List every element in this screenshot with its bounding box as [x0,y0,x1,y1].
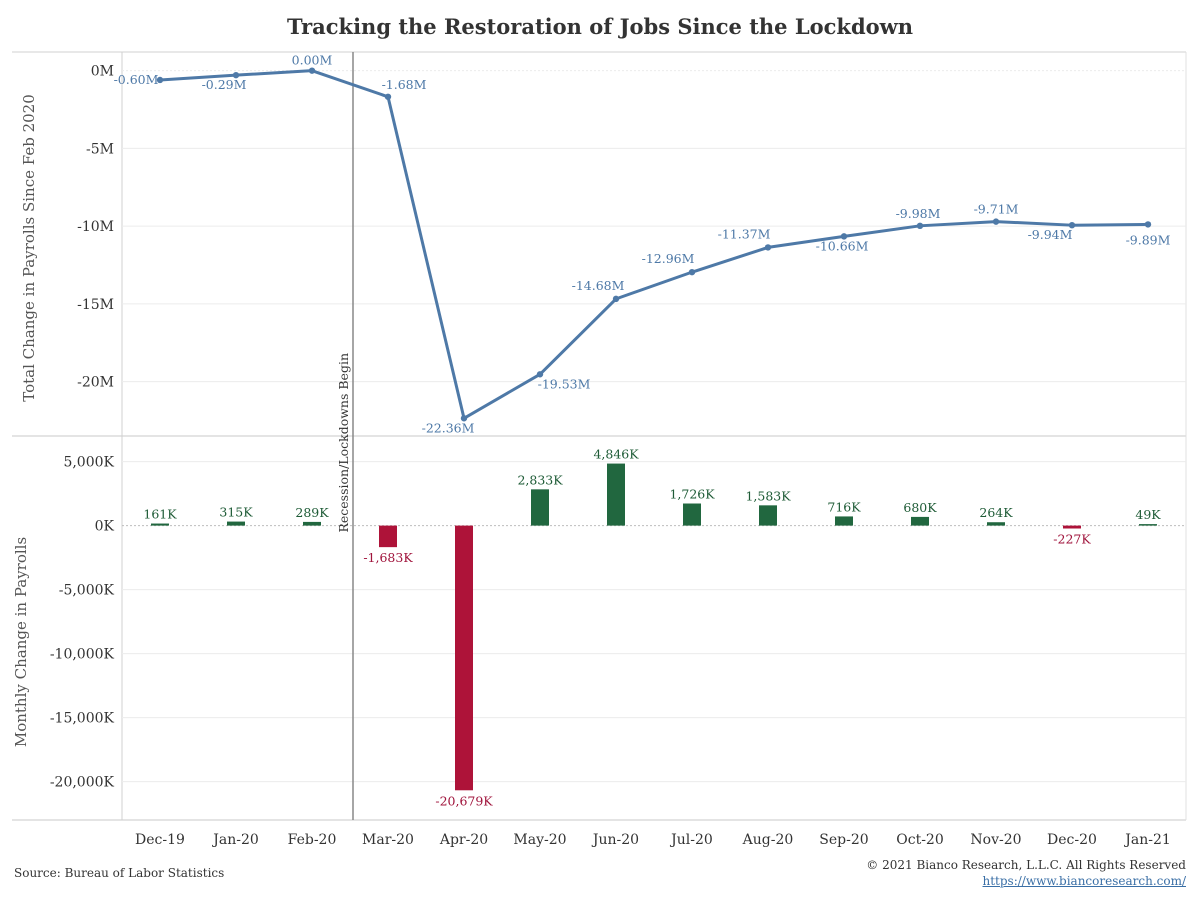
line-data-label: -1.68M [382,77,427,92]
line-point [1144,221,1152,228]
x-tick-label: Aug-20 [742,832,794,848]
bar [455,525,473,791]
bar-data-label: 4,846K [593,447,639,462]
bar [835,516,853,526]
top-y-tick-label: -5M [86,141,114,157]
x-tick-label: May-20 [513,832,566,848]
top-y-tick-label: -10M [77,219,114,235]
line-point [992,218,1000,225]
gridlines [122,70,1186,783]
recession-annotation: Recession/Lockdowns Begin [336,52,354,820]
bottom-y-axis-title: Monthly Change in Payrolls [12,537,30,747]
copyright-note: © 2021 Bianco Research, L.L.C. All Right… [866,858,1186,872]
line-data-label: -19.53M [538,376,591,391]
top-y-axis-title: Total Change in Payrolls Since Feb 2020 [20,94,38,402]
payrolls-line [159,69,1149,420]
line-point [308,67,316,74]
x-tick-label: Jan-20 [211,832,259,848]
bar [531,489,549,526]
line-data-label: 0.00M [292,53,333,68]
line-data-label: -14.68M [572,278,625,293]
bottom-y-tick-label: 0K [95,519,115,535]
line-point [916,222,924,230]
line-point [536,371,544,378]
line-point [688,268,696,276]
bar-series [151,463,1157,791]
bar [303,521,321,526]
bar [607,463,625,526]
bar [1139,524,1157,526]
bar [759,505,777,526]
bar-data-label: 680K [903,500,937,515]
line-point [612,295,620,303]
line-data-label: -9.71M [974,202,1019,217]
bar-data-label: 264K [979,505,1013,520]
x-tick-label: Jan-21 [1123,832,1171,848]
line-data-label: -9.98M [896,206,941,221]
x-tick-label: Jul-20 [669,832,713,848]
bar-data-label: -1,683K [363,550,413,565]
bar-data-label: -227K [1053,532,1091,547]
line-point [764,244,772,251]
bottom-y-tick-label: 5,000K [63,455,114,471]
top-y-tick-label: -15M [77,297,114,313]
data-labels: 161K 315K 289K -1,683K -20,679K 2,833K 4,846K 1… [114,53,1171,809]
line-data-label: -10.66M [816,238,869,253]
line-point [384,93,392,100]
line-data-label: -0.60M [114,72,159,87]
bottom-y-tick-label: -5,000K [59,583,115,599]
x-tick-label: Oct-20 [896,832,944,848]
chart-title: Tracking the Restoration of Jobs Since t… [286,14,914,39]
x-tick-label: Dec-20 [1047,832,1097,848]
bar [911,516,929,526]
axes: 0M -5M -10M -15M -20M 5,000K 0K -5,000K -10,000K… [12,64,1171,848]
line-point [460,415,468,422]
bar [227,521,245,526]
line-point [1068,221,1076,229]
line-data-label: -12.96M [642,251,695,266]
bottom-y-tick-label: -20,000K [50,775,115,791]
x-tick-label: Sep-20 [819,832,868,848]
x-tick-label: Jun-20 [591,832,639,848]
bar-data-label: 161K [143,507,177,522]
recession-label: Recession/Lockdowns Begin [336,353,351,533]
line-data-label: -11.37M [718,226,771,241]
x-tick-label: Nov-20 [970,832,1021,848]
website-link[interactable]: https://www.biancoresearch.com/ [982,874,1186,888]
bar-data-label: 49K [1135,507,1161,522]
bar-data-label: 2,833K [517,472,563,487]
bar-data-label: -20,679K [435,793,493,808]
bar-data-label: 315K [219,505,253,520]
x-tick-label: Mar-20 [362,832,414,848]
bar [1063,525,1081,529]
line-data-label: -9.94M [1028,227,1073,242]
bar-data-label: 1,726K [669,487,715,502]
line-data-label: -0.29M [202,77,247,92]
bar [151,523,169,526]
bottom-y-tick-label: -10,000K [50,647,115,663]
line-point [232,71,240,79]
x-tick-label: Apr-20 [439,832,488,848]
bar [683,503,701,526]
line-point [840,233,848,240]
bar-data-label: 289K [295,505,329,520]
line-point [156,76,164,84]
source-note: Source: Bureau of Labor Statistics [14,866,225,880]
x-tick-label: Dec-19 [135,832,185,848]
bar-data-label: 1,583K [745,488,791,503]
line-data-label: -22.36M [422,420,475,435]
top-y-tick-label: -20M [77,375,114,391]
bar [379,525,397,548]
chart-frame [12,51,1187,821]
x-tick-label: Feb-20 [288,832,337,848]
line-series [156,67,1152,422]
bottom-y-tick-label: -15,000K [50,711,115,727]
top-y-tick-label: 0M [91,64,114,80]
bar [987,522,1005,526]
bar-data-label: 716K [827,499,861,514]
line-data-label: -9.89M [1126,232,1171,247]
